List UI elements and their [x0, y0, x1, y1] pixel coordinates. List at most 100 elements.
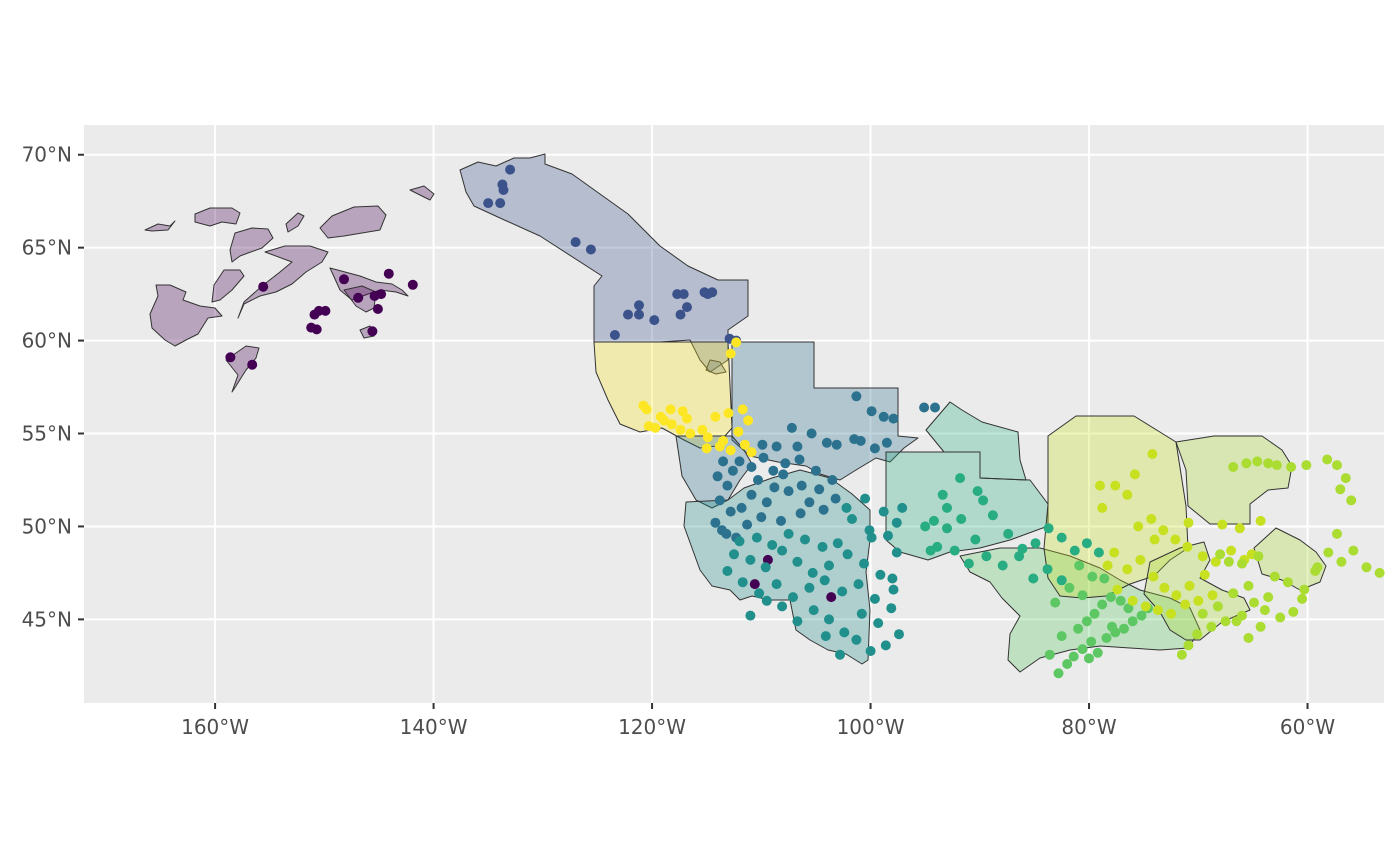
prairie-south-point-25: [788, 592, 798, 603]
x-tick-label: 120°W: [618, 715, 686, 739]
northern-prairie-point-28: [722, 480, 733, 491]
great-lakes-west-point-7: [1030, 538, 1041, 549]
alaska-region: [211, 269, 245, 303]
quebec-point-9: [1197, 551, 1208, 562]
ontario-south-point-3: [1077, 644, 1088, 655]
northern-prairie-point-29: [712, 471, 723, 482]
alaska-point-1: [225, 352, 236, 363]
northern-prairie-point-41: [742, 519, 753, 530]
x-tick-label: 80°W: [1061, 715, 1116, 739]
maritimes-point-34: [1297, 593, 1308, 604]
alaska-region: [144, 220, 176, 232]
great-lakes-west-point-2: [972, 486, 983, 497]
prairie-south-point-20: [734, 536, 745, 547]
ontario-south-point-26: [1087, 571, 1098, 582]
maritimes-point-1: [1241, 458, 1252, 469]
x-axis: 160°W 140°W 120°W 100°W 80°W 60°W: [181, 703, 1335, 739]
west-coast-point-5: [665, 404, 676, 415]
northern-prairie-point-3: [888, 413, 899, 424]
alaska-point-9: [309, 309, 320, 320]
maritimes-point-23: [1206, 621, 1217, 632]
quebec-point-15: [1122, 564, 1133, 575]
west-coast-point-13: [697, 424, 708, 435]
maritimes-point-42: [1310, 566, 1321, 576]
maritimes-point-14: [1237, 558, 1247, 569]
great-lakes-west-point-16: [970, 534, 981, 545]
quebec-point-7: [1170, 534, 1181, 545]
prairie-south-point-49: [878, 506, 889, 517]
ontario-south-point-21: [1050, 597, 1061, 608]
ontario-south-point-20: [1064, 582, 1075, 593]
prairie-south-point-15: [817, 541, 828, 552]
prairie-south-point-36: [824, 614, 834, 625]
prairie-south-point-26: [804, 582, 815, 593]
maritimes-point-27: [1197, 608, 1208, 619]
great-lakes-west-point-22: [1028, 573, 1039, 584]
alaska-region: [319, 205, 387, 239]
prairie-south-region: [683, 469, 871, 665]
great-lakes-west-point-5: [1003, 528, 1014, 539]
west-coast-point-21: [737, 404, 748, 415]
prairie-south-point-13: [847, 514, 857, 524]
quebec-point-25: [1152, 605, 1163, 616]
prairie-south-point-29: [853, 579, 864, 590]
prairie-south-point-0: [729, 549, 739, 560]
west-coast-point-16: [725, 445, 736, 456]
prairie-south-point-32: [888, 584, 899, 595]
northern-prairie-point-35: [804, 497, 815, 508]
prairie-south-point-1: [745, 554, 756, 565]
prairie-south-point-42: [880, 640, 891, 651]
west-coast-point-6: [677, 406, 688, 417]
northern-prairie-point-22: [814, 484, 825, 495]
labrador-region: [1175, 435, 1293, 525]
northern-prairie-point-47: [721, 528, 732, 539]
northern-prairie-point-23: [830, 493, 841, 504]
alaska-point-10: [320, 305, 331, 316]
prairie-south-point-23: [754, 588, 765, 599]
northwest-point-18: [609, 330, 620, 340]
prairie-south-point-14: [832, 538, 843, 549]
west-coast-point-12: [666, 419, 677, 430]
prairie-south-point-46: [820, 631, 831, 642]
west-coast-point-26: [685, 428, 696, 439]
northern-prairie-point-15: [771, 441, 782, 452]
great-lakes-west-point-19: [981, 551, 992, 562]
northern-prairie-point-36: [818, 504, 829, 515]
maritimes-point-4: [1271, 460, 1282, 471]
maritimes-point-26: [1176, 649, 1187, 660]
alaska-region: [149, 284, 223, 347]
quebec-point-32: [1183, 517, 1194, 528]
maritimes-point-31: [1259, 605, 1270, 616]
maritimes-point-32: [1275, 612, 1286, 623]
prairie-south-point-16: [800, 534, 810, 545]
ontario-south-point-14: [1089, 608, 1100, 619]
ontario-south-point-19: [1077, 590, 1088, 601]
northern-prairie-point-44: [746, 489, 757, 500]
quebec-point-4: [1133, 521, 1144, 532]
alaska-point-3: [339, 274, 349, 285]
great-lakes-west-point-15: [956, 514, 967, 524]
ontario-south-point-15: [1097, 599, 1108, 610]
ontario-south-point-10: [1136, 610, 1147, 621]
northern-prairie-point-16: [792, 441, 803, 452]
ontario-south-point-23: [1044, 649, 1055, 660]
x-tick-label: 140°W: [400, 715, 468, 739]
great-lakes-west-point-6: [1017, 543, 1028, 554]
prairie-south-point-35: [839, 627, 850, 638]
maritimes-point-0: [1228, 462, 1239, 472]
quebec-point-37: [1129, 469, 1140, 480]
great-lakes-west-point-26: [925, 545, 936, 556]
ontario-south-point-4: [1086, 636, 1097, 647]
northwest-point-6: [585, 244, 596, 255]
quebec-point-33: [1217, 519, 1228, 530]
great-lakes-west-point-27: [963, 558, 974, 569]
prairie-south-point-7: [842, 549, 853, 560]
northern-prairie-point-17: [718, 456, 729, 467]
prairie-south-point-24: [771, 579, 782, 590]
ontario-south-point-1: [1062, 659, 1073, 669]
great-lakes-west-point-4: [987, 510, 998, 521]
northwest-territories-region: [705, 359, 727, 375]
west-coast-points: [638, 337, 757, 458]
quebec-point-8: [1182, 541, 1193, 552]
quebec-point-21: [1199, 569, 1210, 580]
